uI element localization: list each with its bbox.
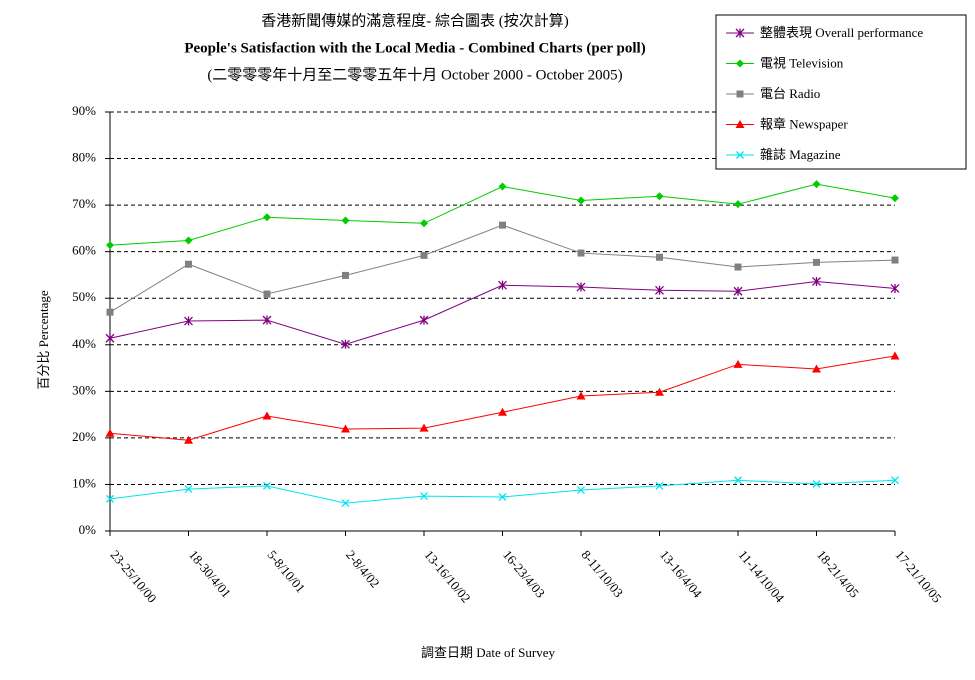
y-axis-label: 百分比 Percentage	[36, 290, 51, 390]
data-point	[577, 486, 585, 494]
series-line	[109, 355, 896, 441]
data-point	[498, 493, 507, 501]
y-tick-label: 40%	[72, 336, 96, 351]
legend-label: 電視 Television	[760, 55, 844, 70]
data-point	[185, 260, 192, 268]
data-point	[734, 476, 742, 485]
data-point	[106, 494, 114, 503]
series-line	[109, 280, 896, 345]
chart-title: People's Satisfaction with the Local Med…	[184, 40, 645, 56]
data-point	[576, 391, 586, 400]
y-tick-label: 10%	[72, 475, 96, 490]
data-point	[498, 407, 507, 416]
legend-marker	[736, 90, 744, 98]
legend-box	[715, 14, 967, 170]
data-point	[342, 271, 349, 279]
data-point	[341, 499, 350, 508]
data-point	[733, 359, 743, 368]
data-point	[498, 182, 507, 191]
data-point	[733, 286, 743, 296]
x-tick-label: 23-25/10/00	[107, 547, 159, 605]
data-point	[419, 315, 429, 325]
series-line	[109, 224, 896, 313]
data-point	[813, 258, 820, 266]
y-tick-label: 90%	[72, 103, 96, 118]
data-point	[106, 241, 114, 250]
data-point	[812, 480, 821, 488]
legend-label: 整體表現 Overall performance	[760, 25, 923, 40]
x-tick-label: 8-11/10/03	[578, 547, 626, 600]
x-tick-label: 13-16/4/04	[657, 547, 705, 601]
data-point	[105, 428, 115, 437]
data-point	[105, 333, 115, 343]
legend-marker	[736, 151, 744, 159]
data-point	[577, 196, 585, 205]
series-line	[109, 479, 896, 504]
data-point	[890, 351, 900, 360]
data-point	[341, 216, 350, 225]
data-point	[655, 192, 664, 201]
legend-marker	[735, 120, 745, 128]
x-tick-label: 16-23/4/03	[500, 547, 548, 600]
legend-marker	[736, 59, 744, 68]
data-point	[262, 315, 272, 325]
data-point	[734, 263, 742, 271]
data-point	[184, 485, 193, 494]
data-point	[184, 435, 193, 444]
data-point	[106, 308, 114, 316]
data-point	[420, 492, 428, 501]
data-point	[263, 213, 271, 222]
y-tick-label: 50%	[72, 289, 96, 304]
y-tick-label: 70%	[72, 196, 96, 211]
legend-label: 報章 Newspaper	[760, 116, 848, 131]
x-tick-label: 13-16/10/02	[421, 547, 473, 605]
x-tick-label: 18-21/4/05	[814, 547, 862, 600]
x-tick-label: 11-14/10/04	[735, 547, 787, 605]
data-point	[420, 219, 428, 228]
data-point	[184, 316, 193, 326]
data-point	[734, 200, 742, 209]
series-line	[109, 183, 896, 246]
y-tick-label: 80%	[72, 150, 96, 165]
data-point	[891, 194, 899, 203]
data-point	[890, 283, 900, 293]
x-tick-label: 17-21/10/05	[892, 547, 944, 605]
data-point	[655, 285, 664, 295]
data-point	[262, 411, 272, 420]
x-axis-label: 調查日期 Date of Survey	[421, 645, 555, 660]
data-point	[655, 387, 664, 396]
y-tick-label: 60%	[72, 243, 96, 258]
data-point	[341, 339, 350, 349]
legend-label: 雜誌 Magazine	[760, 147, 841, 162]
y-tick-label: 30%	[72, 382, 96, 397]
data-point	[499, 221, 506, 229]
chart-title: (二零零零年十月至二零零五年十月 October 2000 - October …	[207, 66, 622, 83]
data-point	[812, 180, 821, 189]
data-point	[656, 253, 663, 261]
data-point	[263, 481, 271, 490]
data-point	[576, 282, 586, 292]
data-point	[577, 249, 585, 257]
x-tick-label: 5-8/10/01	[264, 547, 308, 595]
data-point	[498, 280, 507, 290]
data-point	[891, 256, 899, 264]
data-point	[419, 423, 429, 432]
data-point	[891, 476, 899, 485]
data-point	[184, 236, 193, 245]
data-point	[812, 276, 821, 286]
data-point	[263, 290, 271, 298]
chart-title: 香港新聞傳媒的滿意程度- 綜合圖表 (按次計算)	[261, 11, 569, 29]
y-tick-label: 0%	[79, 522, 97, 537]
y-tick-label: 20%	[72, 429, 96, 444]
x-tick-label: 18-30/4/01	[186, 547, 234, 600]
data-point	[655, 481, 664, 490]
data-point	[812, 364, 821, 373]
data-point	[341, 424, 350, 433]
x-tick-label: 2-8/4/02	[343, 547, 383, 590]
legend-marker	[735, 28, 745, 38]
data-point	[420, 251, 428, 259]
legend-label: 電台 Radio	[760, 86, 820, 101]
